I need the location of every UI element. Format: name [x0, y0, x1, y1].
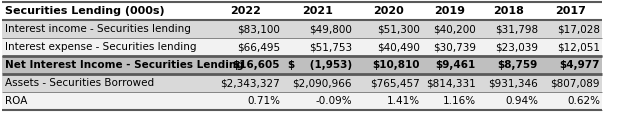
- Text: Net Interest Income - Securities Lending: Net Interest Income - Securities Lending: [5, 60, 244, 70]
- Bar: [2, 38, 602, 56]
- Text: 0.94%: 0.94%: [505, 96, 538, 106]
- Text: 2018: 2018: [493, 6, 524, 16]
- Text: $51,300: $51,300: [377, 24, 420, 34]
- Text: $765,457: $765,457: [371, 78, 420, 88]
- Bar: [2, 92, 602, 110]
- Text: $2,090,966: $2,090,966: [292, 78, 352, 88]
- Bar: [2, 2, 602, 20]
- Text: $16,605: $16,605: [232, 60, 280, 70]
- Text: ROA: ROA: [5, 96, 28, 106]
- Text: 0.62%: 0.62%: [567, 96, 600, 106]
- Text: $931,346: $931,346: [488, 78, 538, 88]
- Text: Securities Lending (000s): Securities Lending (000s): [5, 6, 164, 16]
- Text: $2,343,327: $2,343,327: [220, 78, 280, 88]
- Text: $31,798: $31,798: [495, 24, 538, 34]
- Text: $40,490: $40,490: [377, 42, 420, 52]
- Text: $10,810: $10,810: [372, 60, 420, 70]
- Text: $49,800: $49,800: [309, 24, 352, 34]
- Text: $17,028: $17,028: [557, 24, 600, 34]
- Text: 2022: 2022: [230, 6, 261, 16]
- Text: Assets - Securities Borrowed: Assets - Securities Borrowed: [5, 78, 154, 88]
- Text: $9,461: $9,461: [436, 60, 476, 70]
- Text: 2020: 2020: [372, 6, 403, 16]
- Text: $12,051: $12,051: [557, 42, 600, 52]
- Text: 1.41%: 1.41%: [387, 96, 420, 106]
- Bar: [2, 74, 602, 92]
- Text: $814,331: $814,331: [426, 78, 476, 88]
- Text: 2021: 2021: [303, 6, 333, 16]
- Text: 0.71%: 0.71%: [247, 96, 280, 106]
- Text: $83,100: $83,100: [237, 24, 280, 34]
- Text: $    (1,953): $ (1,953): [288, 60, 352, 70]
- Text: Interest expense - Securities lending: Interest expense - Securities lending: [5, 42, 196, 52]
- Text: -0.09%: -0.09%: [316, 96, 352, 106]
- Bar: [2, 56, 602, 74]
- Text: 2019: 2019: [435, 6, 465, 16]
- Text: Interest income - Securities lending: Interest income - Securities lending: [5, 24, 191, 34]
- Bar: [2, 20, 602, 38]
- Text: $51,753: $51,753: [309, 42, 352, 52]
- Text: $807,089: $807,089: [550, 78, 600, 88]
- Text: $30,739: $30,739: [433, 42, 476, 52]
- Text: $66,495: $66,495: [237, 42, 280, 52]
- Text: $8,759: $8,759: [498, 60, 538, 70]
- Text: $23,039: $23,039: [495, 42, 538, 52]
- Text: 2017: 2017: [556, 6, 586, 16]
- Text: 1.16%: 1.16%: [443, 96, 476, 106]
- Text: $40,200: $40,200: [433, 24, 476, 34]
- Text: $4,977: $4,977: [559, 60, 600, 70]
